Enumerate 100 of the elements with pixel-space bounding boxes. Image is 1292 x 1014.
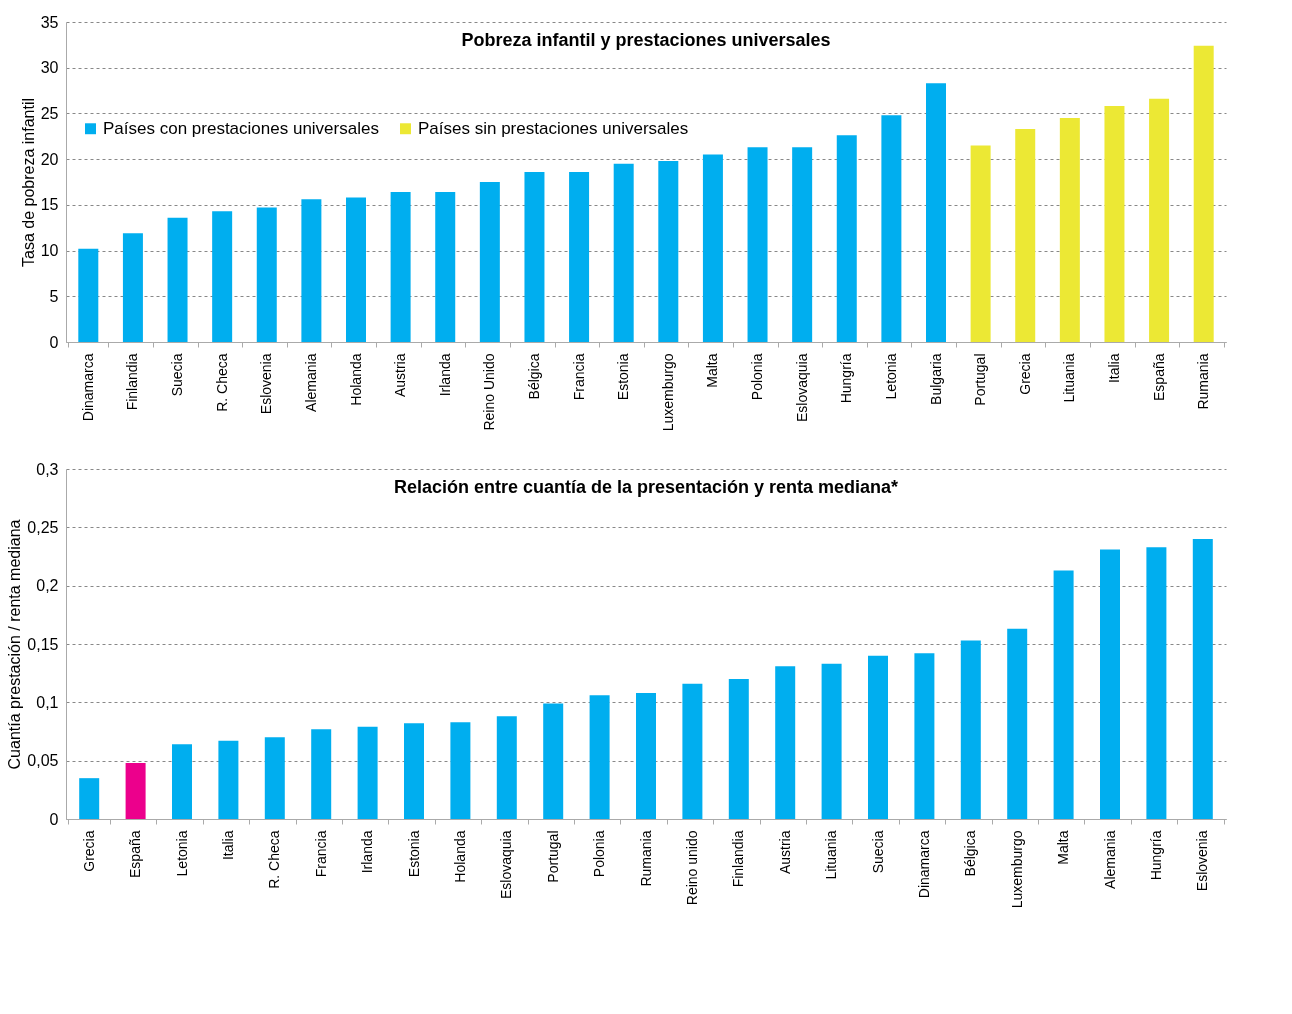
chart-title: Pobreza infantil y prestaciones universales [461,30,831,50]
x-tick-label: Holanda [347,353,364,406]
x-tick-label: Malta [1055,830,1072,865]
x-tick-label: Bulgaria [927,353,944,405]
y-tick-label: 30 [40,59,59,77]
y-tick-label: 0,3 [36,460,59,478]
x-tick-label: Eslovaquia [793,353,810,422]
bar [1193,45,1214,342]
x-tick-label: Polonia [749,353,766,401]
x-tick-label: Italia [1105,353,1122,384]
bar [256,207,277,342]
bar [450,722,471,819]
bar [404,723,424,819]
bar [747,147,768,342]
y-tick-label: 0,05 [27,752,59,770]
x-tick-label: Austria [776,830,793,875]
bar [589,695,610,819]
y-tick-label: 5 [49,287,59,305]
bar [172,744,192,819]
y-tick-label: 0 [49,810,59,828]
bar [311,729,332,819]
bar [702,154,723,342]
bar [79,778,100,819]
bar [357,726,378,819]
x-tick-label: Irlanda [359,830,376,874]
x-tick-label: Letonia [882,353,899,400]
x-tick-label: Malta [704,353,721,388]
y-axis-title: Tasa de pobreza infantil [19,98,37,267]
y-axis-title: Cuantía prestación / renta mediana [6,519,24,770]
bar [960,640,981,819]
bar [390,192,411,342]
y-tick-label: 20 [40,150,59,168]
x-tick-label: Luxemburgo [1008,830,1025,909]
bar [775,666,796,819]
bar [658,160,679,342]
bar [122,233,143,342]
x-tick-label: Estonia [615,353,632,401]
x-tick-label: Grecia [1016,353,1033,395]
bar [926,83,946,342]
bar [792,147,813,342]
bar [301,199,322,342]
x-tick-label: Lituania [1061,353,1078,403]
x-tick-label: Bélgica [962,830,979,877]
bar [1146,547,1167,819]
bar [496,716,517,819]
bar [1104,106,1125,342]
bar [125,763,146,819]
bar [1192,539,1213,819]
bar [1015,128,1036,342]
y-tick-label: 25 [40,104,59,122]
y-tick-label: 0,25 [27,518,59,536]
y-tick-label: 0,2 [36,577,59,595]
bar [212,211,233,342]
legend-label: Países con prestaciones universales [103,118,379,138]
x-tick-label: Francia [570,353,587,401]
x-tick-label: Dinamarca [915,830,932,899]
bar [868,655,888,819]
bar [167,217,188,342]
x-tick-label: Eslovenia [1194,830,1211,892]
bar [264,737,285,819]
x-tick-label: Reino Unido [481,353,498,431]
bar [524,171,545,342]
bar [1059,118,1080,342]
x-tick-label: Suecia [869,830,886,874]
x-tick-label: Portugal [972,353,989,406]
bar [435,192,456,342]
x-tick-label: Letonia [173,830,190,877]
x-tick-label: Francia [312,830,329,878]
y-tick-label: 10 [40,242,59,260]
x-tick-label: Rumania [1195,353,1212,410]
bar [613,163,634,342]
x-tick-label: Hungría [838,353,855,404]
x-tick-label: Finlandia [730,830,747,888]
x-tick-label: Luxemburgo [659,353,676,432]
x-tick-label: Polonia [591,830,608,878]
x-tick-label: Holanda [451,830,468,883]
chart-title: Relación entre cuantía de la presentación y renta mediana* [393,477,899,497]
x-tick-label: Finlandia [124,353,141,411]
x-tick-label: Italia [219,830,236,861]
x-tick-label: Eslovaquia [498,830,515,899]
x-tick-label: R. Checa [266,830,283,889]
y-tick-label: 0,1 [36,693,59,711]
bar [970,145,991,342]
bar [218,740,239,819]
bar [914,653,935,819]
bar [636,693,656,819]
x-tick-label: Hungría [1147,830,1164,881]
bar [881,115,902,342]
bar [821,663,842,819]
x-tick-label: Alemania [1101,830,1118,889]
x-tick-label: Eslovenia [258,353,275,415]
y-tick-label: 35 [40,13,59,31]
bar [1149,98,1170,342]
x-tick-label: Irlanda [436,353,453,397]
y-tick-label: 0,15 [27,635,59,653]
bar [1007,628,1028,819]
bar [836,135,857,342]
bar [682,683,703,819]
bar [346,197,366,342]
bar [479,182,500,342]
